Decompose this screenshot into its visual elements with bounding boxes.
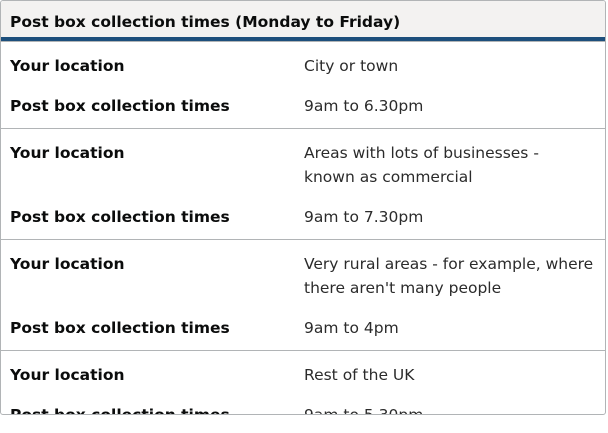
table-group: Your location Areas with lots of busines…	[1, 128, 605, 239]
location-label: Your location	[10, 255, 125, 273]
table-group: Your location Very rural areas - for exa…	[1, 239, 605, 350]
table-row: Post box collection times 9am to 7.30pm	[1, 189, 605, 239]
table-row: Post box collection times 9am to 4pm	[1, 300, 605, 350]
times-value: 9am to 7.30pm	[304, 208, 424, 226]
table-row: Your location Very rural areas - for exa…	[1, 240, 605, 300]
table-row: Your location Areas with lots of busines…	[1, 129, 605, 189]
location-label: Your location	[10, 57, 125, 75]
times-value: 9am to 4pm	[304, 319, 399, 337]
table-group: Your location Rest of the UK Post box co…	[1, 350, 605, 415]
collection-times-table: Post box collection times (Monday to Fri…	[0, 0, 606, 415]
table-caption: Post box collection times (Monday to Fri…	[1, 1, 605, 41]
location-label: Your location	[10, 366, 125, 384]
location-value: City or town	[304, 57, 399, 75]
location-value: Very rural areas - for example, where th…	[304, 255, 594, 297]
location-value: Rest of the UK	[304, 366, 415, 384]
table-row: Post box collection times 9am to 5.30pm	[1, 387, 605, 415]
location-label: Your location	[10, 144, 125, 162]
times-label: Post box collection times	[10, 406, 230, 415]
table-row: Post box collection times 9am to 6.30pm	[1, 78, 605, 128]
location-value: Areas with lots of businesses - known as…	[304, 144, 539, 186]
times-value: 9am to 5.30pm	[304, 406, 424, 415]
table-row: Your location City or town	[1, 42, 605, 78]
table-group: Your location City or town Post box coll…	[1, 41, 605, 128]
times-value: 9am to 6.30pm	[304, 97, 424, 115]
table-row: Your location Rest of the UK	[1, 351, 605, 387]
times-label: Post box collection times	[10, 208, 230, 226]
times-label: Post box collection times	[10, 319, 230, 337]
times-label: Post box collection times	[10, 97, 230, 115]
